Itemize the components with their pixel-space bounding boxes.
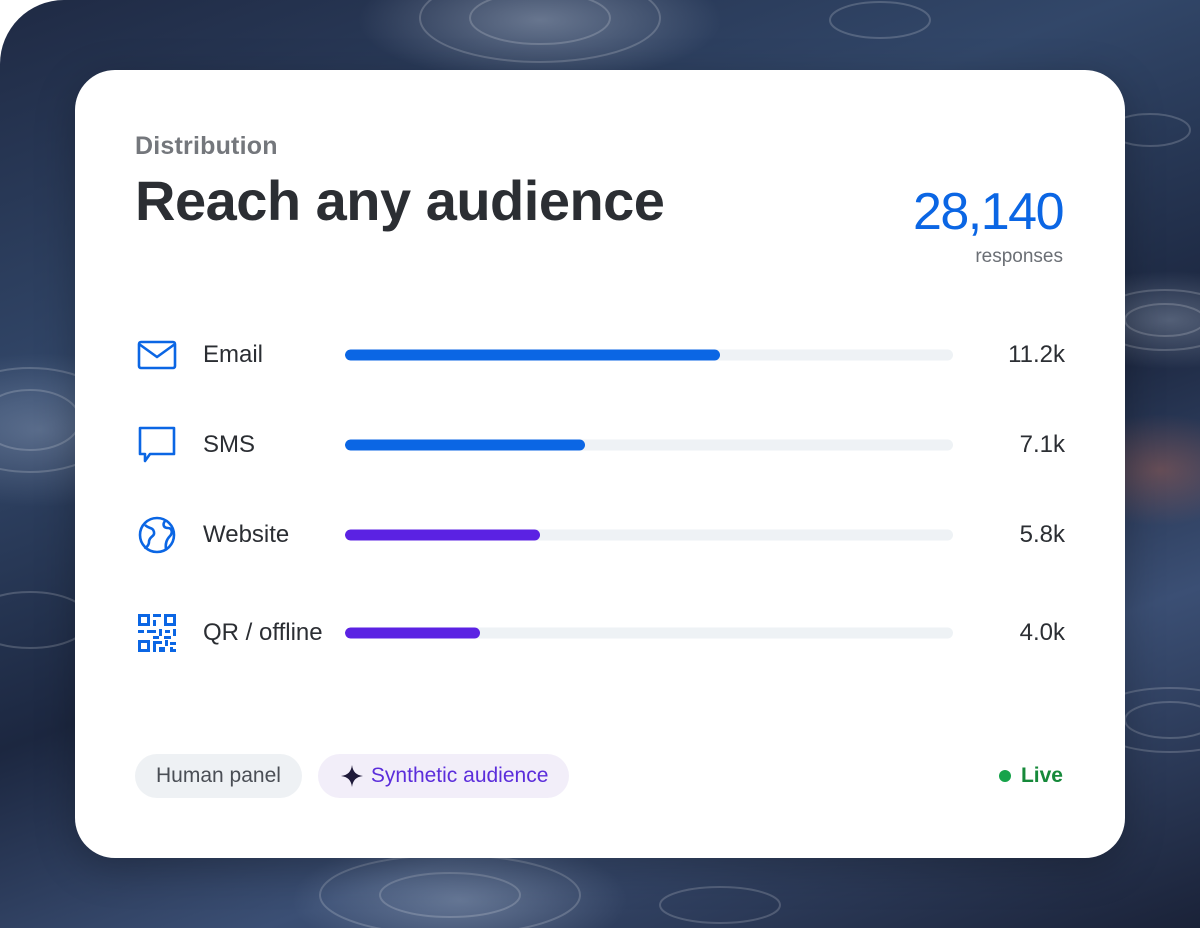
chat-icon: [135, 423, 179, 467]
synthetic-audience-chip[interactable]: Synthetic audience: [317, 754, 570, 798]
channel-bar-fill: [345, 627, 480, 638]
channel-bar-fill: [345, 529, 541, 541]
globe-icon: [135, 513, 179, 557]
channel-row-website: Website 5.8k: [135, 490, 1065, 580]
responses-label: responses: [975, 246, 1063, 267]
channel-value: 4.0k: [1019, 618, 1065, 646]
human-panel-chip[interactable]: Human panel: [135, 754, 302, 798]
channel-bar-fill: [345, 439, 586, 451]
synthetic-audience-label: Synthetic audience: [370, 764, 549, 787]
channel-label: QR / offline: [203, 618, 323, 646]
channel-list: Email 11.2k SMS 7.1k: [135, 310, 1065, 685]
sparkle-icon: [340, 765, 363, 787]
human-panel-label: Human panel: [156, 764, 281, 787]
channel-row-qr-offline: QR / offline 4.0k: [135, 580, 1065, 685]
channel-value: 11.2k: [1008, 341, 1065, 368]
status-label: Live: [1020, 764, 1063, 787]
channel-row-sms: SMS 7.1k: [135, 400, 1065, 490]
channel-bar-track: [345, 627, 953, 638]
responses-count: 28,140: [912, 183, 1065, 241]
distribution-card: Distribution Reach any audience 28,140 r…: [75, 70, 1125, 858]
channel-row-email: Email 11.2k: [135, 310, 1065, 400]
mail-icon: [135, 333, 179, 377]
responses-metric: 28,140 responses: [912, 182, 1065, 268]
channel-bar-track: [345, 529, 953, 541]
channel-bar-track: [345, 349, 953, 361]
live-status: Live: [998, 754, 1063, 798]
channel-label: SMS: [203, 431, 256, 458]
channel-label: Email: [203, 341, 264, 368]
channel-bar-track: [345, 439, 953, 451]
qr-code-icon: [135, 611, 179, 655]
channel-bar-fill: [345, 349, 721, 361]
status-dot: [998, 770, 1011, 782]
audience-chips: Human panel Synthetic audience: [135, 754, 570, 798]
page-title: Reach any audience: [135, 169, 665, 232]
section-eyebrow: Distribution: [135, 132, 278, 160]
channel-value: 5.8k: [1019, 521, 1065, 548]
channel-value: 7.1k: [1019, 431, 1065, 458]
channel-label: Website: [203, 521, 290, 548]
